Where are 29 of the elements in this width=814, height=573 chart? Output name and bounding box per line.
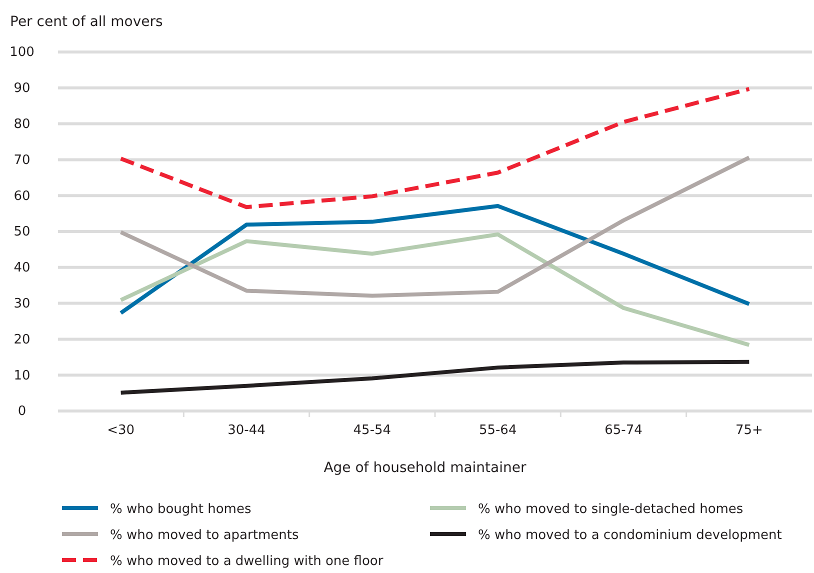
legend-label: % who moved to a condominium development — [478, 528, 782, 543]
y-tick-label: 40 — [14, 260, 30, 276]
line-series — [118, 360, 752, 395]
x-tick-label: <30 — [107, 423, 135, 438]
x-tick-label: 55-64 — [478, 423, 517, 438]
legend-label: % who moved to apartments — [110, 528, 299, 543]
y-tick-label: 20 — [14, 332, 30, 348]
y-tick-label: 80 — [14, 116, 30, 132]
x-tick-label: 30-44 — [228, 423, 266, 438]
line-series — [118, 86, 752, 210]
line-series — [118, 232, 752, 347]
line-series — [118, 204, 752, 315]
x-tick-label: 65-74 — [604, 423, 642, 438]
y-tick-label: 10 — [14, 368, 30, 384]
y-tick-label: 90 — [14, 81, 30, 96]
legend-label: % who moved to a dwelling with one floor — [110, 554, 384, 569]
x-tick-label: 75+ — [735, 423, 763, 438]
y-tick-label: 30 — [14, 296, 30, 312]
y-tick-label: 50 — [14, 224, 30, 240]
y-tick-label: 70 — [14, 152, 30, 168]
legend-label: % who moved to single-detached homes — [478, 502, 744, 517]
y-tick-label: 0 — [18, 404, 26, 420]
x-tick-label: 45-54 — [353, 423, 392, 438]
x-axis-title: Age of household maintainer — [324, 460, 527, 476]
line-series — [118, 156, 752, 298]
legend-label: % who bought homes — [110, 502, 252, 517]
y-axis-title: Per cent of all movers — [10, 14, 163, 30]
y-tick-label: 100 — [10, 45, 34, 60]
y-tick-label: 60 — [14, 188, 30, 204]
